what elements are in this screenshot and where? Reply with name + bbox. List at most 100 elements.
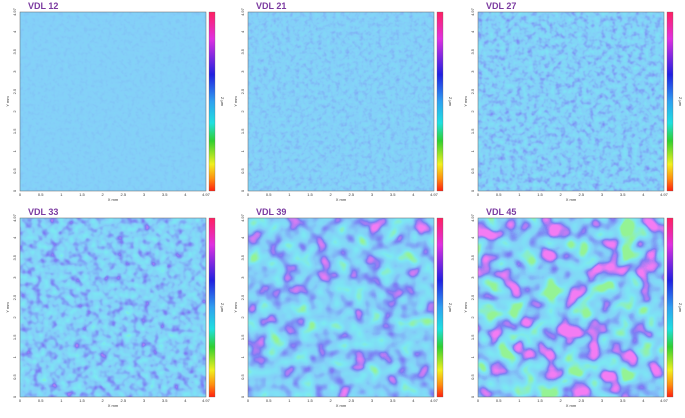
x-tick-label: 1.5 [307,398,313,403]
x-tick-label: 2 [560,192,563,197]
x-tick-label: 0 [477,398,480,403]
x-tick-label: 1.5 [79,398,85,403]
y-tick-label: 3.5 [12,254,17,260]
x-tick-label: 4.97 [430,398,439,403]
x-axis-label: X mm [108,403,119,408]
x-tick-label: 3.5 [390,398,396,403]
y-tick-label: 1 [12,355,17,358]
x-tick-label: 4.97 [660,192,669,197]
x-tick-label: 4.97 [660,398,669,403]
x-tick-label: 0.5 [38,192,44,197]
y-tick-label: 2.5 [470,294,475,300]
y-tick-label: 4 [470,236,475,239]
panel: VDL 33 Z µm 0 0.5 1 1.5 2 2.5 3 3.5 4 4.97 X mm 0 0.5 1… [5,207,225,408]
y-tick-label: 3.5 [470,48,475,54]
plot-frame [247,11,435,192]
y-tick-label: 4.97 [470,7,475,16]
surface-map [248,12,434,191]
y-tick-label: 2 [240,110,245,113]
y-tick-label: 1.5 [240,334,245,340]
y-tick-label: 4 [240,236,245,239]
y-axis-label: Y mm [5,302,10,313]
colorbar [666,11,674,192]
y-tick-label: 4 [240,30,245,33]
z-axis-label: Z µm [448,97,453,107]
x-axis-label: X mm [566,197,577,202]
x-tick-label: 1 [518,398,521,403]
y-tick-label: 1.5 [12,334,17,340]
surface-map [478,218,664,397]
y-tick-label: 0.5 [240,168,245,174]
y-tick-label: 3 [240,70,245,73]
x-tick-label: 3.5 [620,398,626,403]
y-tick-label: 1.5 [240,128,245,134]
panel-title: VDL 27 [486,1,516,11]
y-tick-label: 4.97 [12,7,17,16]
y-tick-label: 3 [240,276,245,279]
y-tick-label: 1.5 [12,128,17,134]
surface-map [478,12,664,191]
panel: VDL 21 Z µm 0 0.5 1 1.5 2 2.5 3 3.5 4 4.97 X mm 0 0.5 1… [233,1,453,202]
y-tick-label: 4.97 [12,213,17,222]
y-tick-label: 0 [470,395,475,398]
y-axis-label: Y mm [463,96,468,107]
panel: VDL 12 Z µm 0 0.5 1 1.5 2 2.5 3 3.5 4 4.97 X mm 0 0.5 1… [5,1,225,202]
x-tick-label: 2 [560,398,563,403]
y-tick-label: 3 [12,276,17,279]
panel-title: VDL 39 [256,207,286,217]
x-tick-label: 3 [601,192,604,197]
panel-title: VDL 33 [28,207,58,217]
z-axis-label: Z µm [220,303,225,313]
x-tick-label: 0 [19,192,22,197]
y-axis-label: Y mm [233,96,238,107]
panel: VDL 39 Z µm 0 0.5 1 1.5 2 2.5 3 3.5 4 4.97 X mm 0 0.5 1… [233,207,453,408]
x-tick-label: 4 [412,398,415,403]
y-tick-label: 2.5 [12,294,17,300]
plot-frame [247,217,435,398]
x-tick-label: 4 [184,398,187,403]
x-tick-label: 1.5 [79,192,85,197]
plot-frame [19,11,207,192]
y-tick-label: 0.5 [12,374,17,380]
x-tick-label: 1 [60,398,63,403]
x-tick-label: 2 [330,192,333,197]
x-tick-label: 2 [102,398,105,403]
x-tick-label: 4 [412,192,415,197]
y-tick-label: 3 [470,70,475,73]
surface-map [248,218,434,397]
y-tick-label: 4 [12,236,17,239]
x-tick-label: 2 [102,192,105,197]
x-tick-label: 0 [247,192,250,197]
y-tick-label: 1 [240,355,245,358]
y-tick-label: 1 [470,355,475,358]
surface-map [20,12,206,191]
y-tick-label: 3.5 [240,254,245,260]
y-axis-label: Y mm [5,96,10,107]
x-tick-label: 4.97 [202,192,211,197]
x-tick-label: 0 [19,398,22,403]
x-tick-label: 4.97 [202,398,211,403]
z-axis-label: Z µm [678,303,683,313]
colorbar [208,11,216,192]
plot-frame [477,217,665,398]
surface-map [20,218,206,397]
y-tick-label: 0.5 [470,168,475,174]
y-tick-label: 3 [12,70,17,73]
x-tick-label: 1 [288,398,291,403]
y-tick-label: 3.5 [12,48,17,54]
x-tick-label: 3 [371,398,374,403]
x-tick-label: 2 [330,398,333,403]
x-tick-label: 3 [371,192,374,197]
x-tick-label: 1.5 [537,398,543,403]
y-tick-label: 4.97 [470,213,475,222]
y-tick-label: 4 [470,30,475,33]
y-tick-label: 0.5 [12,168,17,174]
y-tick-label: 0 [12,395,17,398]
y-tick-label: 2.5 [240,88,245,94]
y-tick-label: 2.5 [12,88,17,94]
x-tick-label: 2.5 [121,192,127,197]
x-tick-label: 1 [518,192,521,197]
y-tick-label: 1.5 [470,334,475,340]
x-axis-label: X mm [566,403,577,408]
x-tick-label: 2.5 [349,398,355,403]
